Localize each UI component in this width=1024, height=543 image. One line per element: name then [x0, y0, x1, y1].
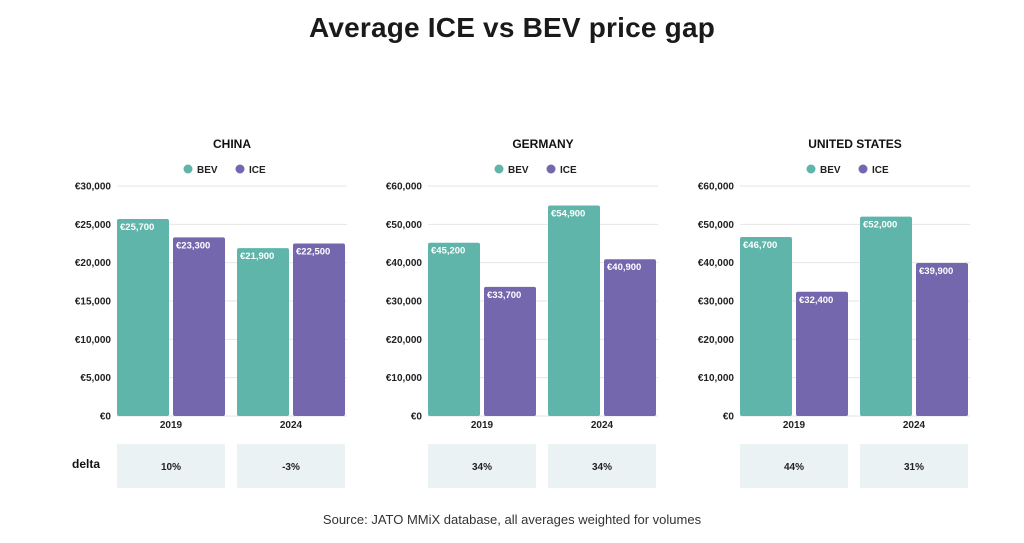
data-label: €33,700	[487, 290, 521, 301]
bar-ice-2024	[293, 243, 345, 416]
bar-ice-2019	[796, 291, 848, 416]
x-tick-label: 2024	[591, 420, 614, 431]
legend-swatch-ice	[546, 164, 556, 174]
y-tick-label: €60,000	[386, 182, 423, 193]
data-label: €52,000	[863, 220, 897, 231]
panel-title: UNITED STATES	[808, 137, 902, 151]
y-tick-label: €15,000	[75, 297, 112, 308]
y-tick-label: €5,000	[80, 373, 111, 384]
chart-title: Average ICE vs BEV price gap	[308, 12, 716, 43]
delta-value: 10%	[161, 462, 181, 473]
delta-row-label: delta	[72, 457, 100, 471]
bar-ice-2019	[173, 237, 225, 416]
bar-bev-2024	[548, 205, 600, 416]
delta-box	[548, 444, 656, 488]
bar-bev-2019	[740, 236, 792, 416]
legend-label-bev: BEV	[197, 165, 218, 176]
y-tick-label: €0	[411, 412, 423, 423]
legend-label-ice: ICE	[560, 165, 577, 176]
data-label: €25,700	[120, 222, 154, 233]
legend-label-bev: BEV	[820, 165, 841, 176]
bar-ice-2019	[484, 286, 536, 416]
x-tick-label: 2024	[280, 420, 303, 431]
bar-bev-2024	[237, 248, 289, 416]
bar-bev-2019	[117, 218, 169, 416]
y-tick-label: €40,000	[386, 258, 423, 269]
delta-box	[740, 444, 848, 488]
bar-bev-2024	[860, 216, 912, 416]
delta-box	[860, 444, 968, 488]
data-label: €45,200	[431, 246, 465, 257]
delta-value: 34%	[592, 462, 612, 473]
y-tick-label: €0	[100, 412, 112, 423]
y-tick-label: €20,000	[698, 335, 735, 346]
delta-value: 31%	[904, 462, 924, 473]
y-tick-label: €30,000	[698, 297, 735, 308]
y-tick-label: €20,000	[386, 335, 423, 346]
y-tick-label: €60,000	[698, 182, 735, 193]
y-tick-label: €0	[723, 412, 735, 423]
bar-bev-2019	[428, 242, 480, 416]
legend-swatch-bev	[183, 164, 193, 174]
y-tick-label: €40,000	[698, 258, 735, 269]
data-label: €54,900	[551, 209, 585, 220]
bar-ice-2024	[604, 259, 656, 416]
data-label: €21,900	[240, 251, 274, 262]
legend-swatch-ice	[235, 164, 245, 174]
legend-swatch-bev	[806, 164, 816, 174]
y-tick-label: €25,000	[75, 220, 112, 231]
legend-label-bev: BEV	[508, 165, 529, 176]
legend-label-ice: ICE	[872, 165, 889, 176]
y-tick-label: €10,000	[75, 335, 112, 346]
legend-swatch-bev	[494, 164, 504, 174]
delta-box	[117, 444, 225, 488]
data-label: €39,900	[919, 266, 953, 277]
delta-value: 34%	[472, 462, 492, 473]
delta-box	[428, 444, 536, 488]
delta-value: 44%	[784, 462, 804, 473]
data-label: €23,300	[176, 240, 210, 251]
data-label: €46,700	[743, 240, 777, 251]
x-tick-label: 2019	[783, 420, 806, 431]
data-label: €40,900	[607, 262, 641, 273]
y-tick-label: €10,000	[386, 373, 423, 384]
y-tick-label: €50,000	[698, 220, 735, 231]
y-tick-label: €10,000	[698, 373, 735, 384]
x-tick-label: 2019	[471, 420, 494, 431]
y-tick-label: €30,000	[75, 182, 112, 193]
panel-title: GERMANY	[512, 137, 573, 151]
data-label: €22,500	[296, 247, 330, 258]
legend-swatch-ice	[858, 164, 868, 174]
legend-label-ice: ICE	[249, 165, 266, 176]
source-note: Source: JATO MMiX database, all averages…	[322, 512, 702, 527]
x-tick-label: 2019	[160, 420, 183, 431]
x-tick-label: 2024	[903, 420, 926, 431]
y-tick-label: €20,000	[75, 258, 112, 269]
y-tick-label: €30,000	[386, 297, 423, 308]
bar-ice-2024	[916, 263, 968, 416]
y-tick-label: €50,000	[386, 220, 423, 231]
data-label: €32,400	[799, 295, 833, 306]
panel-title: CHINA	[213, 137, 251, 151]
delta-box	[237, 444, 345, 488]
delta-value: -3%	[282, 462, 300, 473]
